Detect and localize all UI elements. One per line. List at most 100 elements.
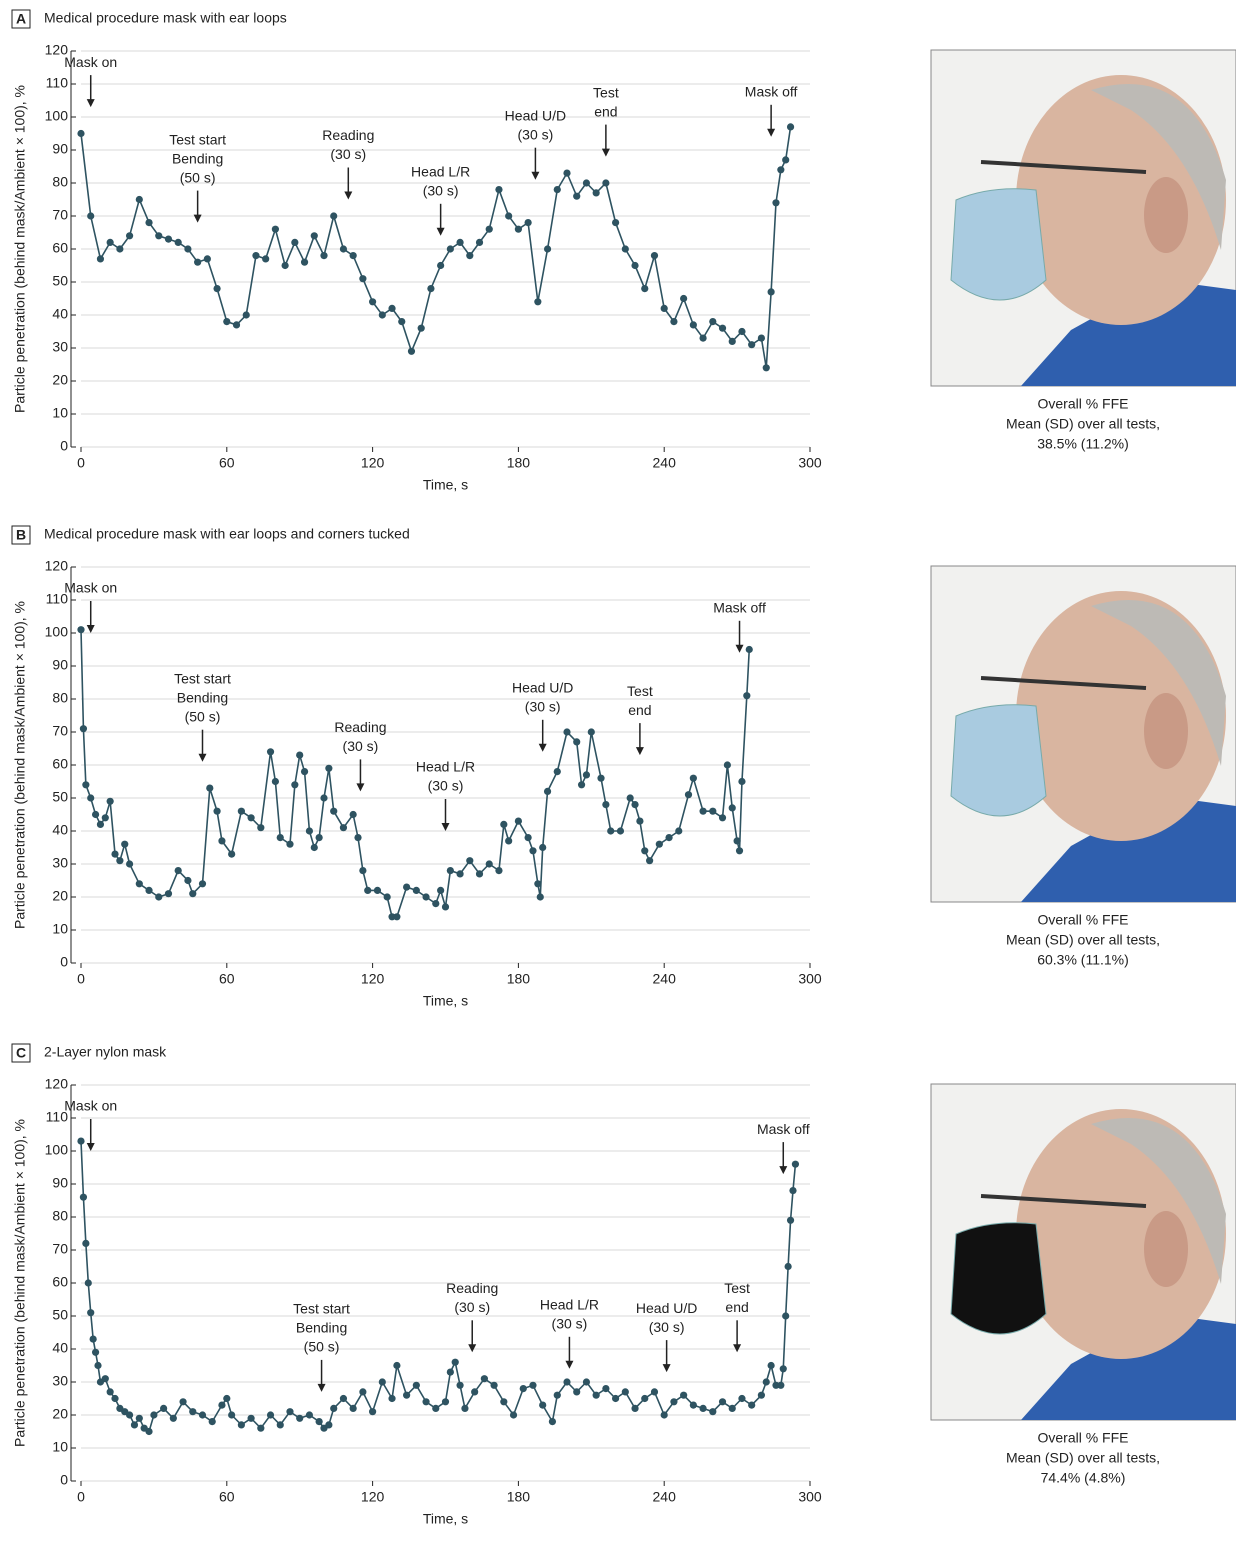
data-point [779, 1365, 787, 1373]
data-point [446, 245, 454, 253]
data-point [281, 261, 289, 270]
data-point [539, 843, 547, 852]
data-point [446, 867, 454, 875]
data-point [563, 169, 571, 177]
y-tick-label: 60 [52, 756, 68, 772]
data-point [612, 219, 620, 227]
y-tick-label: 70 [52, 1241, 68, 1257]
data-point [305, 827, 314, 835]
data-point [641, 847, 649, 855]
data-point [223, 318, 231, 326]
data-point [441, 1398, 450, 1406]
annotation-text: Test [627, 683, 653, 699]
x-axis-label: Time, s [423, 1511, 468, 1527]
panel-label: B [16, 527, 26, 543]
data-point [505, 837, 513, 845]
data-point [116, 245, 124, 253]
panel-label-box [11, 525, 31, 545]
annotation-text: Head U/D [512, 680, 573, 696]
annotation-text: (30 s) [423, 183, 459, 199]
data-point [369, 298, 377, 306]
x-tick-label: 60 [219, 971, 235, 987]
y-tick-label: 0 [60, 1472, 68, 1488]
data-point [378, 311, 386, 319]
annotation-text: (30 s) [525, 699, 561, 715]
y-tick-label: 110 [46, 591, 69, 607]
y-tick-label: 50 [52, 789, 68, 805]
data-point [315, 1418, 323, 1426]
data-point [145, 1427, 153, 1436]
y-tick-label: 110 [46, 1109, 69, 1125]
data-point [383, 893, 391, 901]
data-point [398, 318, 406, 326]
data-point [218, 837, 226, 845]
data-point [206, 784, 214, 792]
data-point [96, 255, 105, 263]
data-point [461, 1404, 469, 1412]
data-point [305, 1411, 314, 1419]
data-point [330, 1404, 338, 1412]
data-point [393, 913, 401, 921]
annotation-text: (30 s) [518, 126, 554, 142]
data-point [602, 801, 610, 809]
annotation-text: Test [593, 84, 619, 100]
data-point [539, 1401, 547, 1409]
annotation-text: Test start [293, 1301, 350, 1317]
data-point [777, 1381, 785, 1389]
data-point [218, 1401, 226, 1409]
data-point [155, 893, 163, 901]
data-point [135, 195, 143, 204]
photo-shirt [1021, 1314, 1236, 1420]
data-point [84, 1279, 92, 1287]
data-point [184, 245, 192, 253]
data-point [602, 179, 610, 187]
data-point [641, 285, 649, 293]
y-tick-label: 90 [52, 141, 68, 157]
x-axis-label: Time, s [423, 477, 468, 493]
data-point [772, 199, 780, 207]
data-point [626, 794, 634, 802]
data-point [509, 1411, 518, 1419]
data-point [490, 1381, 498, 1389]
data-point [359, 1388, 367, 1396]
data-point [359, 275, 367, 283]
data-point [325, 1421, 333, 1429]
data-point [786, 123, 795, 131]
annotation-text: (30 s) [454, 1299, 490, 1315]
data-point [728, 1404, 736, 1412]
data-point [791, 1160, 800, 1168]
y-tick-label: 80 [52, 174, 68, 190]
annotation-text: Reading [322, 127, 374, 143]
data-point [373, 886, 382, 895]
data-point [257, 1424, 265, 1432]
x-tick-label: 300 [798, 455, 822, 471]
data-point [782, 1312, 790, 1320]
data-point [456, 870, 464, 878]
data-point [116, 857, 124, 865]
x-tick-label: 300 [798, 971, 822, 987]
data-point [738, 327, 746, 336]
data-point [252, 252, 260, 260]
photo-hair [1091, 1118, 1226, 1284]
data-point [675, 827, 683, 835]
photo-mask [950, 1222, 1047, 1335]
annotation-text: Reading [446, 1280, 498, 1296]
data-point [349, 1404, 357, 1412]
data-point [237, 807, 245, 815]
data-point [718, 324, 727, 332]
panel-title: Medical procedure mask with ear loops an… [44, 526, 410, 542]
data-point [121, 840, 129, 848]
data-point [266, 748, 275, 756]
caption-line: Mean (SD) over all tests, [1006, 416, 1160, 432]
x-tick-label: 120 [361, 971, 385, 987]
data-point [106, 797, 114, 805]
annotation-text: Bending [172, 150, 223, 166]
data-point [96, 820, 105, 829]
data-point [310, 843, 318, 852]
data-point [437, 261, 445, 270]
annotation-arrowhead [193, 214, 202, 223]
data-point [514, 225, 523, 233]
data-point [320, 252, 328, 260]
photo-glasses [980, 1194, 1147, 1208]
